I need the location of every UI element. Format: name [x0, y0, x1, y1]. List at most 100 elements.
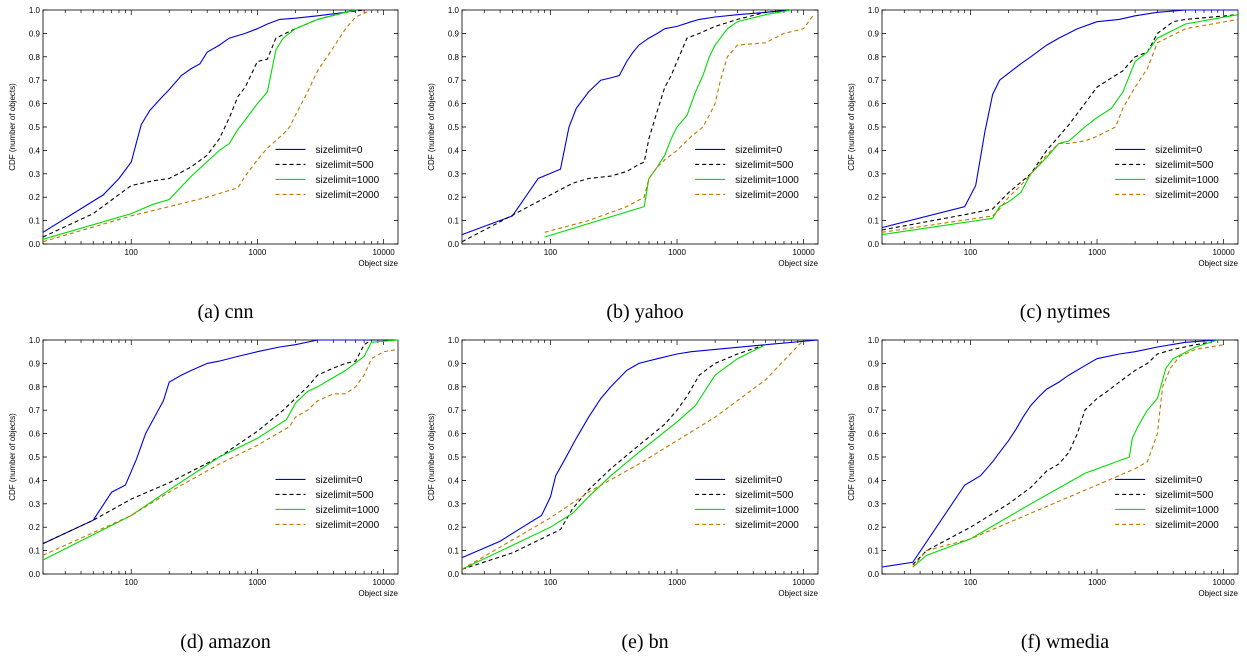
series-line: [42, 9, 372, 243]
y-tick-label: 0.1: [868, 547, 880, 556]
series-line: [42, 348, 399, 556]
x-axis-label: Object size: [1198, 589, 1238, 598]
plot-frame: [881, 9, 1239, 245]
chart-panel: 0.0 0.1 0.2 0.3 0.4 0.5 0.6 0.7 0.8 0.9 1.0 100 1000…: [427, 6, 819, 323]
legend-label: sizelimit=500: [735, 160, 794, 171]
legend-label: sizelimit=2000: [735, 520, 799, 531]
y-tick-label: 0.8: [868, 53, 880, 62]
y-tick-label: 1.0: [448, 336, 460, 345]
series-line: [544, 9, 792, 238]
y-tick-label: 0.1: [868, 217, 880, 226]
x-axis-label: Object size: [778, 259, 818, 268]
y-tick-label: 0.5: [868, 453, 880, 462]
y-tick-label: 1.0: [29, 6, 41, 15]
x-tick-label: 1000: [1088, 578, 1106, 587]
y-tick-label: 0.6: [29, 430, 41, 439]
y-tick-label: 0.4: [448, 476, 460, 485]
y-tick-label: 1.0: [868, 336, 880, 345]
x-tick-label: 10000: [792, 578, 815, 587]
y-tick-label: 0.3: [868, 500, 880, 509]
y-axis-label: CDF (number of objects): [427, 413, 436, 501]
legend-label: sizelimit=2000: [1155, 190, 1219, 201]
series-line: [42, 339, 399, 561]
series-line: [881, 9, 1238, 229]
legend-label: sizelimit=0: [316, 145, 363, 156]
y-tick-label: 0.6: [448, 430, 460, 439]
y-tick-label: 0.7: [29, 406, 41, 415]
y-axis-label: CDF (number of objects): [8, 413, 17, 501]
series-line: [461, 339, 804, 570]
y-tick-label: 0.7: [448, 76, 460, 85]
y-tick-label: 0.4: [448, 146, 460, 155]
y-tick-label: 0.0: [29, 570, 41, 579]
x-tick-label: 100: [125, 578, 139, 587]
legend-label: sizelimit=2000: [316, 520, 380, 531]
x-tick-label: 10000: [372, 578, 395, 587]
plot-frame: [881, 339, 1239, 575]
y-tick-label: 0.1: [448, 217, 460, 226]
x-tick-label: 10000: [792, 248, 815, 257]
figure-caption: (e) bn: [621, 631, 668, 653]
plot-frame: [461, 9, 819, 245]
series-line: [912, 341, 1212, 565]
legend-label: sizelimit=0: [735, 475, 782, 486]
y-tick-label: 0.0: [868, 240, 880, 249]
series-line: [461, 9, 792, 236]
x-tick-label: 1000: [249, 578, 267, 587]
x-axis-label: Object size: [778, 589, 818, 598]
y-tick-label: 0.6: [448, 100, 460, 109]
figure-caption: (a) cnn: [197, 301, 253, 323]
y-tick-label: 0.2: [868, 193, 880, 202]
series-line: [881, 339, 1218, 568]
x-tick-label: 1000: [668, 578, 686, 587]
x-tick-label: 10000: [372, 248, 395, 257]
x-tick-label: 10000: [1212, 578, 1235, 587]
y-tick-label: 0.5: [448, 453, 460, 462]
legend-label: sizelimit=1000: [735, 175, 799, 186]
y-tick-label: 0.9: [448, 29, 460, 38]
y-tick-label: 0.2: [448, 523, 460, 532]
y-tick-label: 0.1: [29, 217, 41, 226]
chart-panel: 0.0 0.1 0.2 0.3 0.4 0.5 0.6 0.7 0.8 0.9 1.0 100 1000…: [847, 6, 1239, 323]
legend-label: sizelimit=2000: [316, 190, 380, 201]
series-line: [881, 14, 1239, 236]
legend-label: sizelimit=0: [316, 475, 363, 486]
y-tick-label: 0.5: [448, 123, 460, 132]
series-line: [912, 344, 1224, 568]
legend-label: sizelimit=1000: [735, 505, 799, 516]
chart-panel: 0.0 0.1 0.2 0.3 0.4 0.5 0.6 0.7 0.8 0.9 1.0 100 1000…: [8, 6, 399, 323]
y-tick-label: 0.5: [29, 123, 41, 132]
y-tick-label: 0.0: [448, 240, 460, 249]
y-tick-label: 0.4: [868, 146, 880, 155]
y-tick-label: 0.8: [29, 383, 41, 392]
series-line: [461, 339, 819, 559]
y-tick-label: 0.8: [448, 383, 460, 392]
y-tick-label: 0.2: [29, 523, 41, 532]
y-tick-label: 0.9: [29, 359, 41, 368]
y-tick-label: 0.3: [448, 170, 460, 179]
legend-label: sizelimit=1000: [316, 175, 380, 186]
series-line: [912, 339, 1218, 568]
series-line: [42, 339, 398, 545]
y-tick-label: 0.8: [868, 383, 880, 392]
x-axis-label: Object size: [1198, 259, 1238, 268]
plot-frame: [42, 9, 399, 245]
figure-caption: (c) nytimes: [1020, 301, 1111, 323]
y-tick-label: 1.0: [448, 6, 460, 15]
legend-label: sizelimit=1000: [1155, 505, 1219, 516]
y-tick-label: 0.7: [868, 76, 880, 85]
y-tick-label: 0.3: [29, 500, 41, 509]
y-tick-label: 0.3: [29, 170, 41, 179]
series-line: [461, 344, 766, 570]
y-tick-label: 0.3: [868, 170, 880, 179]
y-tick-label: 0.0: [868, 570, 880, 579]
y-tick-label: 0.8: [448, 53, 460, 62]
y-tick-label: 0.4: [29, 146, 41, 155]
y-tick-label: 0.7: [448, 406, 460, 415]
x-axis-label: Object size: [358, 589, 398, 598]
series-line: [42, 339, 398, 545]
series-line: [461, 344, 766, 570]
y-tick-label: 0.2: [29, 193, 41, 202]
series-line: [544, 14, 815, 233]
